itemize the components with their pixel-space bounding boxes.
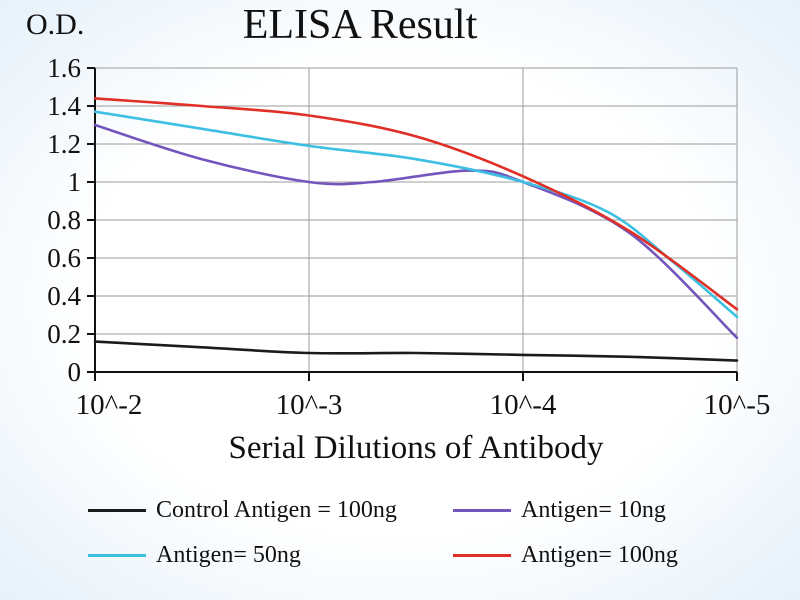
series-line (93, 110, 739, 319)
series-line (93, 97, 739, 311)
y-tick-label: 1.6 (47, 53, 81, 83)
legend-swatch (88, 554, 146, 557)
legend-label: Antigen= 100ng (521, 542, 678, 568)
y-axis-label: O.D. (26, 8, 85, 41)
legend-swatch (88, 509, 146, 512)
x-tick-label: 10^-5 (704, 389, 771, 421)
legend-swatch (453, 509, 511, 512)
y-tick-label: 1.2 (47, 129, 81, 159)
y-tick-label: 0.6 (47, 243, 81, 273)
chart-title: ELISA Result (242, 2, 478, 48)
x-tick-label: 10^-4 (490, 389, 557, 421)
y-tick-label: 0 (68, 357, 82, 387)
series-line (93, 123, 739, 340)
legend-item: Control Antigen = 100ng (88, 497, 453, 524)
y-tick-label: 0.4 (47, 281, 81, 311)
x-tick-label: 10^-3 (276, 389, 343, 421)
plot-area: 0 0.2 0.4 0.6 0.8 1 1.2 1.4 1.6 10^-2 10^-3 10^-4 10… (47, 53, 771, 421)
y-tick-label: 0.2 (47, 319, 81, 349)
series-line (93, 340, 739, 362)
legend-label: Antigen= 10ng (521, 497, 666, 523)
legend-item: Antigen= 100ng (453, 542, 773, 569)
y-tick-label: 1.4 (47, 91, 81, 121)
legend-item: Antigen= 10ng (453, 497, 773, 524)
legend-item: Antigen= 50ng (88, 542, 453, 569)
legend-label: Control Antigen = 100ng (156, 497, 397, 523)
legend-label: Antigen= 50ng (156, 542, 301, 568)
legend-swatch (453, 554, 511, 557)
legend: Control Antigen = 100ng Antigen= 10ng Anti… (88, 497, 773, 569)
y-tick-label: 0.8 (47, 205, 81, 235)
x-tick-label: 10^-2 (76, 389, 143, 421)
y-tick-label: 1 (68, 167, 82, 197)
x-axis-label: Serial Dilutions of Antibody (228, 430, 604, 466)
